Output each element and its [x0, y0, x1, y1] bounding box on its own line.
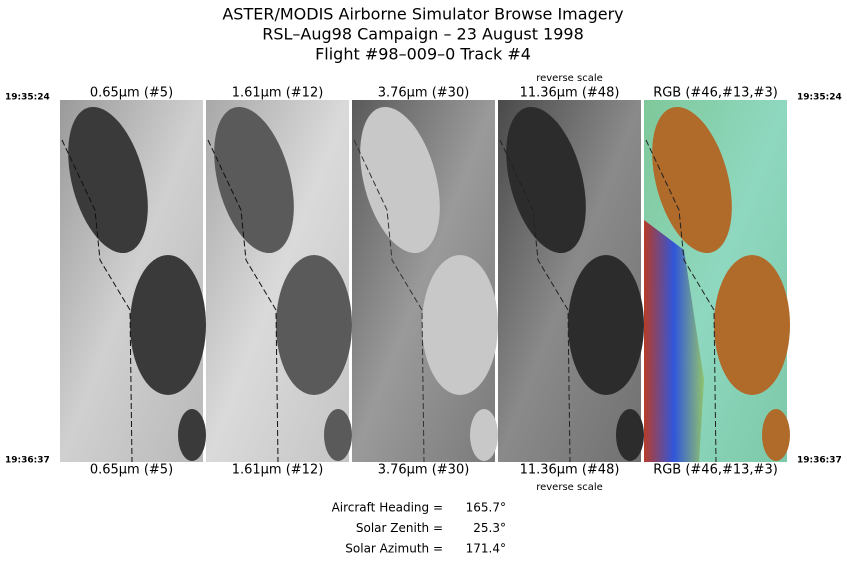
- param-value: 171.4°: [466, 542, 506, 556]
- param-value: 165.7°: [466, 501, 506, 515]
- time-label: 19:35:24: [797, 93, 842, 103]
- band-label-bottom: 0.65µm (#5): [90, 463, 173, 478]
- fan: [506, 106, 586, 254]
- band-label-top: 1.61µm (#12): [232, 86, 324, 101]
- fan: [276, 255, 352, 395]
- footer: Aircraft Heading = 165.7° Solar Zenith = 25…: [332, 501, 506, 556]
- road: [645, 139, 717, 463]
- time-label: 19:36:37: [5, 456, 50, 466]
- road: [353, 139, 425, 463]
- band-label-top: 0.65µm (#5): [90, 86, 173, 101]
- scale-note-bottom: reverse scale: [536, 482, 603, 493]
- fan: [714, 255, 790, 395]
- band-label-bottom: RGB (#46,#13,#3): [653, 463, 778, 478]
- panels: 0.65µm (#5)0.65µm (#5)1.61µm (#12)1.61µm…: [5, 73, 842, 493]
- image-panel: RGB (#46,#13,#3) RGB (#46,#13,#3): [644, 86, 790, 478]
- fan: [568, 255, 644, 395]
- band-label-top: 3.76µm (#30): [378, 86, 470, 101]
- time-label: 19:35:24: [5, 93, 50, 103]
- band-label-bottom: 11.36µm (#48): [520, 463, 620, 478]
- fan: [422, 255, 498, 395]
- road: [499, 139, 571, 463]
- title-block: ASTER/MODIS Airborne Simulator Browse Im…: [222, 5, 623, 64]
- param-value: 25.3°: [473, 521, 506, 535]
- fan: [68, 106, 148, 254]
- title-line: Flight #98–009–0 Track #4: [315, 45, 531, 64]
- time-label: 19:36:37: [797, 456, 842, 466]
- fan: [762, 409, 790, 461]
- title-line: RSL–Aug98 Campaign – 23 August 1998: [262, 25, 584, 44]
- image-panel: 0.65µm (#5) 0.65µm (#5): [60, 86, 206, 478]
- image-panel: 3.76µm (#30) 3.76µm (#30): [352, 86, 498, 478]
- image-panel: 11.36µm (#48) 11.36µm (#48) reverse scale r…: [498, 73, 644, 493]
- scale-note-top: reverse scale: [536, 73, 603, 84]
- fan: [214, 106, 294, 254]
- band-label-top: 11.36µm (#48): [520, 86, 620, 101]
- fan: [616, 409, 644, 461]
- fan: [360, 106, 440, 254]
- road: [61, 139, 133, 463]
- fan: [652, 106, 732, 254]
- band-label-bottom: 3.76µm (#30): [378, 463, 470, 478]
- fan: [178, 409, 206, 461]
- road: [207, 139, 279, 463]
- param-label: Aircraft Heading =: [332, 501, 443, 515]
- param-label: Solar Azimuth =: [345, 542, 443, 556]
- band-label-bottom: 1.61µm (#12): [232, 463, 324, 478]
- fan: [324, 409, 352, 461]
- image-panel: 1.61µm (#12) 1.61µm (#12): [206, 86, 352, 478]
- band-label-top: RGB (#46,#13,#3): [653, 86, 778, 101]
- image-strip: [644, 220, 704, 462]
- param-label: Solar Zenith =: [356, 521, 443, 535]
- fan: [130, 255, 206, 395]
- fan: [470, 409, 498, 461]
- title-line: ASTER/MODIS Airborne Simulator Browse Im…: [222, 5, 623, 24]
